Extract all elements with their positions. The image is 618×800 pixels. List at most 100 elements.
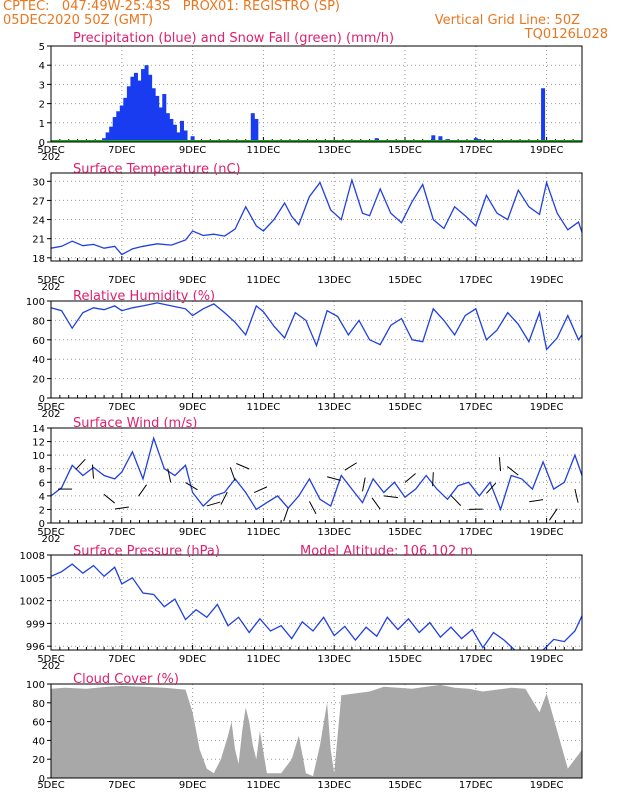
- panel-5: [47, 683, 583, 779]
- panel-4: [47, 554, 583, 651]
- x-tick-label: 19DEC: [530, 780, 564, 791]
- y-tick-label: 20: [32, 375, 45, 386]
- x-tick-label: 15DEC: [388, 527, 422, 538]
- x-tick-label: 9DEC: [179, 654, 206, 665]
- wind-arrow: [574, 488, 579, 503]
- x-tick-label: 13DEC: [317, 527, 351, 538]
- x-tick-label: 15DEC: [388, 145, 422, 156]
- year-label: 202: [41, 661, 60, 672]
- x-tick-label: 11DEC: [247, 145, 281, 156]
- series-line: [50, 563, 516, 651]
- precip-bar: [151, 88, 156, 142]
- panel-3: [47, 427, 583, 524]
- wind-arrow: [114, 506, 129, 510]
- y-tick-label: 5: [39, 42, 45, 53]
- wind-arrow: [450, 495, 462, 507]
- y-tick-label: 100: [26, 680, 45, 691]
- year-label: 202: [41, 534, 60, 545]
- y-tick-label: 27: [32, 196, 45, 207]
- y-tick-label: 1: [39, 119, 45, 130]
- year-label: 202: [41, 152, 60, 163]
- y-tick-label: 0: [39, 774, 45, 785]
- x-tick-label: 19DEC: [530, 527, 564, 538]
- x-tick-label: 11DEC: [247, 275, 281, 286]
- y-tick-label: 2: [39, 100, 45, 111]
- precip-bar: [141, 69, 146, 142]
- x-tick-label: 7DEC: [108, 145, 135, 156]
- y-tick-label: 4: [39, 61, 45, 72]
- y-tick-label: 18: [32, 254, 45, 265]
- precip-bar: [541, 88, 546, 142]
- year-label: 202: [41, 282, 60, 293]
- plot-frame: [50, 300, 583, 399]
- wind-arrow: [548, 508, 558, 521]
- y-tick-label: 6: [39, 478, 45, 489]
- precip-bar: [169, 118, 174, 142]
- precip-bar: [254, 118, 259, 142]
- wind-arrow: [283, 507, 289, 522]
- panel-title: Surface Temperature (nC): [73, 162, 241, 177]
- x-tick-label: 9DEC: [179, 527, 206, 538]
- x-tick-label: 13DEC: [317, 145, 351, 156]
- y-tick-label: 4: [39, 492, 45, 503]
- x-tick-label: 5DEC: [37, 402, 64, 413]
- y-tick-label: 60: [32, 336, 45, 347]
- y-tick-label: 40: [32, 355, 45, 366]
- x-tick-label: 9DEC: [179, 145, 206, 156]
- wind-arrow: [206, 501, 221, 507]
- header-line3-right: TQ0126L028: [524, 27, 608, 42]
- panel-title: Surface Pressure (hPa): [73, 544, 220, 559]
- wind-arrow: [432, 472, 434, 487]
- x-tick-label: 5DEC: [37, 275, 64, 286]
- y-tick-label: 80: [32, 699, 45, 710]
- plot-frame: [50, 683, 583, 779]
- precip-bar: [250, 113, 255, 142]
- wind-arrow: [75, 458, 86, 470]
- precip-bar: [165, 113, 170, 142]
- x-tick-label: 7DEC: [108, 654, 135, 665]
- precip-bar: [123, 97, 128, 142]
- x-tick-label: 13DEC: [317, 275, 351, 286]
- wind-arrow: [326, 476, 341, 481]
- x-tick-label: 7DEC: [108, 275, 135, 286]
- x-tick-label: 15DEC: [388, 402, 422, 413]
- wind-arrow: [220, 491, 228, 505]
- x-tick-label: 11DEC: [247, 780, 281, 791]
- precip-bar: [112, 117, 117, 142]
- x-tick-label: 17DEC: [459, 780, 493, 791]
- y-tick-label: 8: [39, 465, 45, 476]
- x-tick-label: 17DEC: [459, 527, 493, 538]
- y-tick-label: 14: [32, 424, 45, 435]
- panel-1: [47, 172, 583, 262]
- y-tick-label: 3: [39, 80, 45, 91]
- y-tick-label: 80: [32, 316, 45, 327]
- wind-arrow: [362, 477, 366, 492]
- precip-bar: [105, 132, 110, 142]
- x-tick-label: 17DEC: [459, 402, 493, 413]
- precip-bar: [109, 126, 114, 142]
- precip-bar: [119, 105, 124, 142]
- wind-arrow: [498, 457, 502, 472]
- y-tick-label: 0: [39, 519, 45, 530]
- precip-bar: [148, 74, 153, 142]
- precip-bar: [126, 86, 131, 142]
- precip-bar: [116, 111, 121, 142]
- precip-bar: [162, 94, 167, 142]
- header-line2-right: Vertical Grid Line: 50Z: [434, 13, 580, 28]
- series-line: [50, 435, 583, 512]
- y-tick-label: 21: [32, 235, 45, 246]
- panel-title: Relative Humidity (%): [73, 289, 215, 304]
- wind-arrow: [92, 464, 94, 479]
- y-tick-label: 996: [26, 642, 45, 653]
- wind-arrow: [371, 497, 381, 510]
- x-tick-label: 7DEC: [108, 402, 135, 413]
- wind-arrow: [383, 495, 398, 499]
- y-tick-label: 1002: [20, 597, 45, 608]
- plot-frame: [50, 172, 583, 262]
- panel-annotation: Model Altitude: 106.102 m: [300, 544, 473, 559]
- plot-frame: [50, 554, 583, 651]
- x-tick-label: 17DEC: [459, 654, 493, 665]
- plot-frame: [50, 45, 583, 143]
- precip-bar: [431, 135, 436, 142]
- y-tick-label: 20: [32, 755, 45, 766]
